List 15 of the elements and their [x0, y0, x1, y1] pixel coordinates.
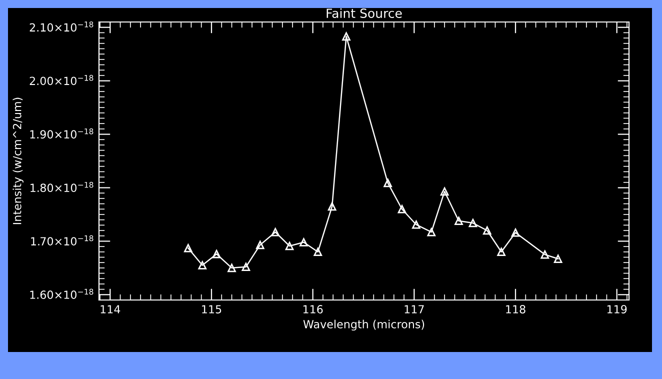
x-tick-label: 117: [404, 305, 424, 314]
y-tick-label: 1.70×10$^{−18}$: [31, 235, 94, 246]
x-tick-label: 119: [607, 305, 627, 314]
y-tick-label: 1.90×10$^{−18}$: [30, 128, 94, 139]
y-tick-label: 1.60×10$^{−18}$: [30, 288, 94, 299]
y-tick-label: 2.10×10$^{−18}$: [30, 21, 94, 32]
x-axis-title: Wavelength (microns): [303, 320, 424, 331]
y-tick-label: 1.80×10$^{−18}$: [30, 182, 94, 192]
x-tick-label: 118: [506, 305, 526, 314]
x-tick-label: 116: [303, 305, 323, 314]
y-axis-title: Intensity (w/cm^2/um): [12, 98, 24, 224]
y-tick-label: 2.00×10$^{−18}$: [30, 74, 94, 86]
x-tick-label: 115: [202, 305, 222, 314]
chart-title: Faint Source: [326, 8, 402, 18]
x-tick-label: 114: [100, 305, 120, 314]
